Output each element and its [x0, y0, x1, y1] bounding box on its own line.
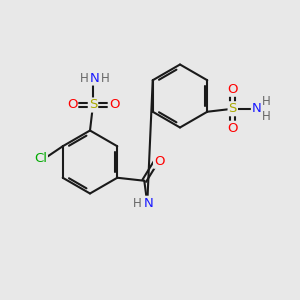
- Text: H: H: [262, 95, 271, 108]
- Text: S: S: [89, 98, 97, 112]
- Text: O: O: [109, 98, 119, 112]
- Text: H: H: [100, 71, 109, 85]
- Text: H: H: [262, 110, 271, 123]
- Text: H: H: [133, 197, 142, 210]
- Text: H: H: [80, 71, 88, 85]
- Text: O: O: [154, 155, 164, 168]
- Text: Cl: Cl: [34, 152, 47, 165]
- Text: O: O: [227, 122, 238, 135]
- Text: N: N: [252, 102, 262, 115]
- Text: N: N: [143, 197, 153, 210]
- Text: O: O: [227, 83, 238, 96]
- Text: S: S: [229, 102, 237, 115]
- Text: O: O: [67, 98, 77, 112]
- Text: N: N: [90, 71, 99, 85]
